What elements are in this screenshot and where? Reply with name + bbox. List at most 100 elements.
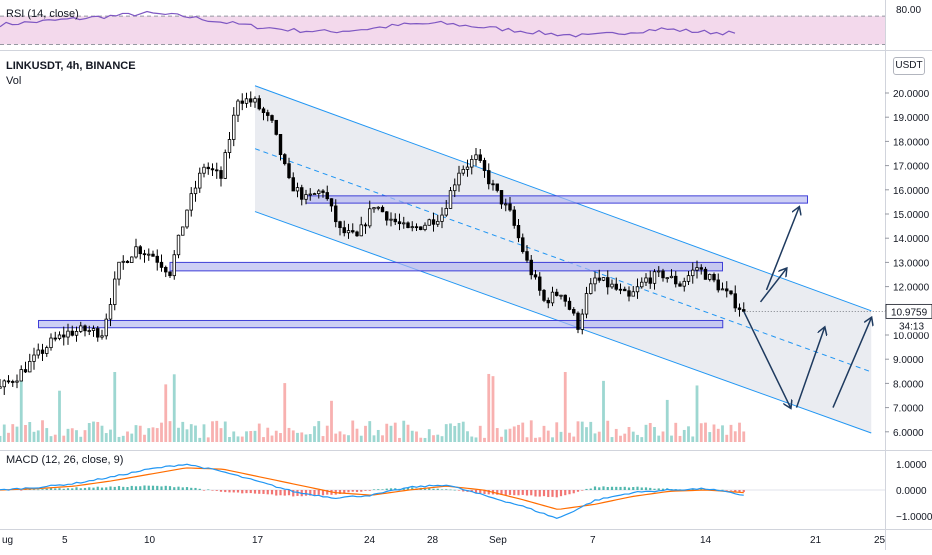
macd-histogram-bar (317, 490, 320, 495)
macd-histogram-bar (156, 485, 159, 490)
candle-body (572, 309, 576, 314)
volume-bar (160, 422, 163, 442)
candle-body (661, 270, 665, 279)
macd-histogram-bar (20, 490, 23, 491)
macd-histogram-bar (296, 490, 299, 496)
countdown-box (886, 319, 932, 333)
candle-body (563, 294, 567, 302)
candle-body (423, 224, 427, 231)
support-resistance-zone (305, 195, 808, 204)
volume-bar (695, 385, 699, 442)
candle-body (317, 190, 321, 194)
macd-histogram-bar (521, 490, 524, 495)
candle-body (461, 168, 465, 174)
volume-bar (619, 435, 622, 442)
macd-histogram-bar (262, 490, 265, 494)
candle-body (512, 209, 516, 226)
candle-body (712, 274, 716, 281)
candle-body (601, 277, 606, 281)
volume-bar (134, 425, 138, 442)
candle-body (2, 380, 6, 388)
candle-body (606, 277, 610, 288)
candle-body (533, 274, 538, 278)
candle-body (240, 100, 244, 104)
macd-histogram-bar (534, 490, 537, 497)
macd-histogram-bar (75, 487, 78, 490)
volume-bar (542, 425, 546, 442)
volume-bar (627, 426, 631, 442)
candle-body (244, 98, 249, 104)
candle-body (657, 270, 661, 273)
volume-bar (287, 427, 291, 442)
volume-bar (257, 423, 261, 442)
candle-body (91, 328, 96, 331)
macd-histogram-bar (487, 490, 490, 495)
macd-histogram-bar (547, 490, 550, 498)
volume-bar (211, 421, 214, 442)
volume-bar (534, 437, 537, 442)
volume-bar (733, 431, 737, 442)
volume-bar (674, 422, 678, 442)
volume-bar (742, 431, 746, 442)
volume-bar (83, 430, 87, 442)
volume-bar (444, 424, 448, 442)
candle-body (482, 160, 487, 171)
candle-body (686, 275, 691, 282)
volume-bar (185, 429, 189, 442)
candle-body (419, 226, 423, 231)
candle-body (206, 166, 210, 170)
candle-body (261, 108, 266, 114)
macd-histogram-bar (88, 487, 91, 490)
candle-body (28, 360, 32, 373)
candle-body (640, 281, 644, 288)
support-resistance-zone (169, 261, 723, 272)
price-tick-label: 19.0000 (893, 113, 930, 124)
volume-bar (610, 437, 614, 442)
candle-body (725, 288, 729, 292)
volume-bar (406, 424, 410, 442)
volume-bar (147, 428, 151, 442)
macd-histogram-bar (513, 490, 516, 496)
macd-histogram-bar (449, 489, 452, 491)
macd-histogram-bar (372, 489, 376, 490)
macd-histogram-bar (270, 490, 274, 495)
candle-body (87, 330, 91, 332)
macd-histogram-bar (219, 490, 223, 492)
candle-body (210, 168, 215, 171)
macd-histogram-bar (49, 487, 53, 490)
candle-body (300, 187, 304, 200)
volume-bar (487, 373, 491, 442)
volume-bar (228, 437, 231, 442)
candle-body (96, 328, 100, 338)
macd-histogram-bar (113, 486, 116, 490)
rsi-band (0, 16, 885, 45)
volume-bar (427, 429, 431, 442)
candle-body (168, 271, 172, 277)
volume-bar (274, 430, 278, 442)
candle-body (62, 334, 66, 338)
volume-bar (283, 383, 287, 442)
candle-body (703, 268, 708, 280)
currency-tag[interactable]: USDT (893, 57, 925, 75)
candle-body (227, 139, 232, 153)
candle-body (278, 133, 283, 156)
macd-histogram-bar (143, 485, 146, 490)
candle-body (397, 221, 402, 225)
macd-histogram-bar (283, 490, 286, 496)
candle-body (0, 386, 2, 389)
volume-bar (402, 420, 406, 442)
volume-bar (138, 425, 142, 442)
volume-bar (712, 424, 716, 442)
macd-histogram-bar (360, 490, 363, 492)
price-tick-label: 8.0000 (893, 379, 924, 390)
candle-body (223, 152, 227, 179)
macd-histogram-bar (474, 490, 478, 494)
volume-bar (79, 436, 83, 442)
candle-body (79, 325, 83, 332)
candle-body (567, 300, 572, 310)
volume-bar (546, 430, 550, 442)
candle-body (542, 289, 546, 301)
volume-bar (381, 435, 384, 442)
volume-bar (53, 434, 57, 442)
macd-histogram-bar (432, 488, 435, 490)
